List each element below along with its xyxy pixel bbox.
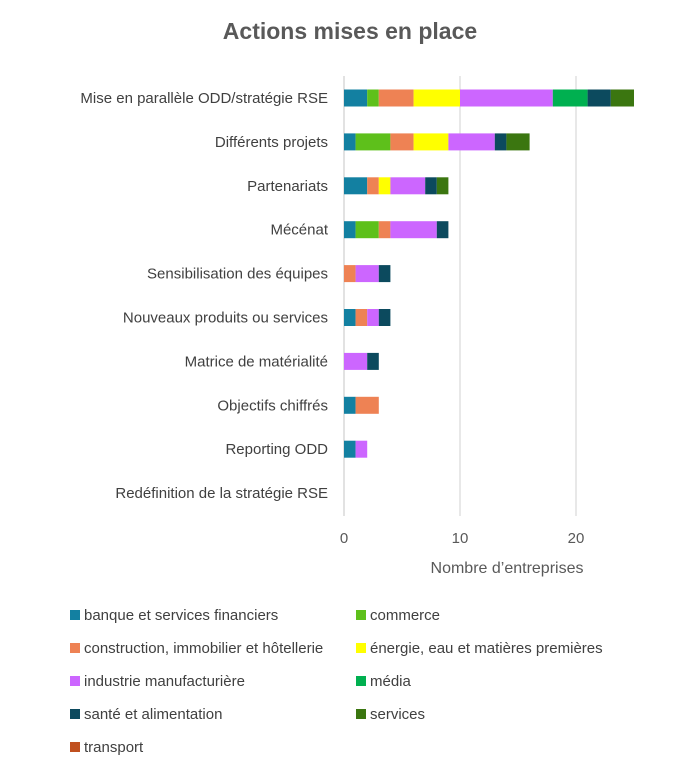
bar-segment <box>610 89 634 107</box>
bar-segment <box>344 352 368 370</box>
legend-swatch <box>356 643 366 653</box>
bar-segment <box>355 309 368 326</box>
bar-segment <box>378 265 391 283</box>
bar-segment <box>460 89 553 107</box>
y-tick-label: Redéfinition de la stratégie RSE <box>115 485 328 502</box>
y-tick-label: Matrice de matérialité <box>185 353 328 370</box>
legend-label: commerce <box>370 607 441 624</box>
bar-segment <box>344 440 356 458</box>
legend-item: construction, immobilier et hôtellerie <box>70 640 323 657</box>
legend-label: santé et alimentation <box>84 706 223 723</box>
legend-swatch <box>70 643 80 653</box>
bar-segment <box>390 133 414 151</box>
bar-segment <box>367 177 379 195</box>
bar-segment <box>587 89 611 107</box>
legend-swatch <box>70 709 80 719</box>
legend-swatch <box>356 709 366 719</box>
bar-segment <box>425 177 437 195</box>
bar-segment <box>494 133 507 151</box>
x-axis-label: Nombre d’entreprises <box>431 560 584 577</box>
bar-segment <box>367 309 379 326</box>
bar-segment <box>367 89 379 107</box>
y-tick-label: Reporting ODD <box>225 441 328 458</box>
bar-segment <box>355 221 379 239</box>
legend-label: banque et services financiers <box>84 607 279 624</box>
y-tick-label: Partenariats <box>247 178 328 195</box>
y-tick-label: Sensibilisation des équipes <box>147 266 328 283</box>
bar-segment <box>378 221 391 239</box>
bar-segment <box>378 177 391 195</box>
legend-label: média <box>370 673 411 690</box>
bar-segment <box>390 221 437 239</box>
legend-item: services <box>356 706 425 723</box>
legend-label: services <box>370 706 426 723</box>
bar-segment <box>344 89 368 107</box>
legend-swatch <box>70 676 80 686</box>
bar-segment <box>552 89 588 107</box>
y-tick-label: Objectifs chiffrés <box>217 397 328 414</box>
bar-segment <box>344 133 356 151</box>
x-tick-label: 0 <box>340 530 348 547</box>
legend-item: industrie manufacturière <box>70 673 245 690</box>
x-tick-label: 20 <box>568 530 585 547</box>
bar-segment <box>344 265 356 283</box>
legend-swatch <box>70 742 80 752</box>
bar-segment <box>344 221 356 239</box>
bar-segment <box>413 133 449 151</box>
bar-segment <box>436 177 449 195</box>
y-tick-label: Mise en parallèle ODD/stratégie RSE <box>80 90 328 107</box>
bar-segment <box>378 89 414 107</box>
bar-segment <box>355 396 379 414</box>
legend-item: santé et alimentation <box>70 706 222 723</box>
legend-label: énergie, eau et matières premières <box>370 640 603 657</box>
bar-segment <box>344 309 356 326</box>
bar-segment <box>506 133 530 151</box>
bar-segment <box>390 177 426 195</box>
legend-item: commerce <box>356 607 440 624</box>
legend-label: transport <box>84 739 144 756</box>
legend-item: média <box>356 673 411 690</box>
chart-title: Actions mises en place <box>222 18 478 44</box>
legend-label: industrie manufacturière <box>84 673 245 690</box>
legend-swatch <box>356 610 366 620</box>
bar-segment <box>378 309 391 326</box>
bar-segment <box>355 440 368 458</box>
bar-segment <box>436 221 449 239</box>
legend-swatch <box>70 610 80 620</box>
bar-segment <box>367 352 379 370</box>
bar-segment <box>344 396 356 414</box>
y-tick-label: Différents projets <box>215 134 328 151</box>
legend-swatch <box>356 676 366 686</box>
y-tick-label: Mécénat <box>270 222 328 239</box>
legend-item: banque et services financiers <box>70 607 278 624</box>
y-tick-label: Nouveaux produits ou services <box>123 310 328 327</box>
x-tick-label: 10 <box>452 530 469 547</box>
bar-segment <box>355 133 391 151</box>
legend-item: transport <box>70 739 143 756</box>
bar-segment <box>355 265 379 283</box>
legend-item: énergie, eau et matières premières <box>356 640 603 657</box>
bar-segment <box>344 177 368 195</box>
bar-segment <box>413 89 460 107</box>
legend-label: construction, immobilier et hôtellerie <box>84 640 324 657</box>
bar-segment <box>448 133 495 151</box>
